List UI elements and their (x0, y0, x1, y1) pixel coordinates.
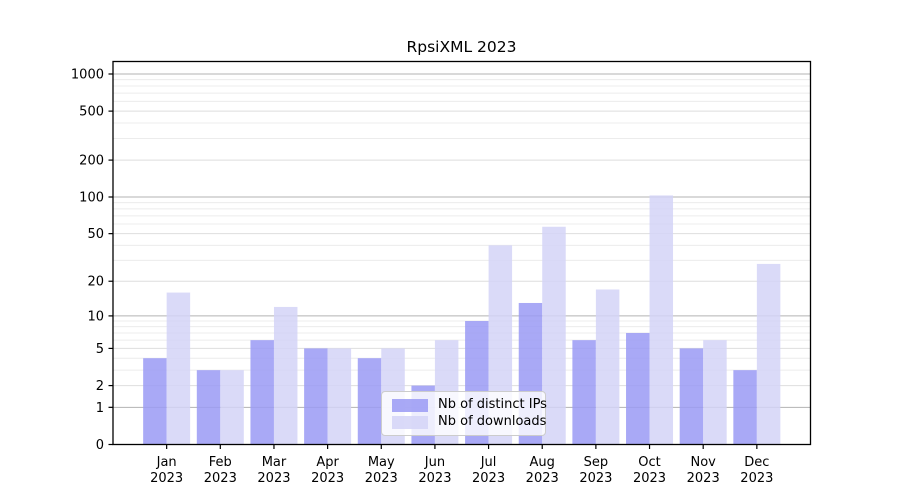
y-tick-label-0: 0 (96, 438, 104, 453)
bar-mar-2023-nb-of-distinct-ips (250, 340, 274, 445)
bar-nov-2023-nb-of-distinct-ips (679, 348, 704, 445)
legend: Nb of distinct IPs Nb of downloads (381, 391, 547, 436)
y-tick-label-50: 50 (87, 227, 104, 242)
y-tick-label-1: 1 (96, 401, 104, 416)
bar-jan-2023-nb-of-downloads (166, 292, 191, 445)
y-tick-label-2: 2 (96, 379, 104, 394)
y-tick-label-20: 20 (87, 275, 104, 290)
x-tick-label-mar-2023: Mar 2023 (257, 455, 290, 486)
bar-nov-2023-nb-of-downloads (703, 340, 727, 445)
x-tick-label-feb-2023: Feb 2023 (204, 455, 237, 486)
x-tick-label-jun-2023: Jun 2023 (418, 455, 451, 486)
x-tick-label-jan-2023: Jan 2023 (150, 455, 183, 486)
x-tick-label-may-2023: May 2023 (365, 455, 398, 486)
bar-oct-2023-nb-of-distinct-ips (626, 332, 650, 445)
chart-title: RpsiXML 2023 (407, 38, 517, 56)
legend-label-distinct-ips: Nb of distinct IPs (438, 397, 547, 412)
bar-dec-2023-nb-of-distinct-ips (733, 370, 757, 445)
legend-swatch-distinct-ips (392, 398, 428, 412)
legend-label-downloads: Nb of downloads (438, 414, 547, 429)
y-tick-label-5: 5 (96, 342, 104, 357)
bar-may-2023-nb-of-distinct-ips (357, 358, 382, 445)
bar-mar-2023-nb-of-downloads (273, 306, 298, 445)
x-tick-label-apr-2023: Apr 2023 (311, 455, 344, 486)
legend-swatch-downloads (392, 415, 428, 429)
y-tick-label-500: 500 (79, 105, 104, 120)
x-tick-label-dec-2023: Dec 2023 (740, 455, 773, 486)
y-tick-label-10: 10 (87, 309, 104, 324)
y-tick-label-100: 100 (79, 191, 104, 206)
bar-apr-2023-nb-of-distinct-ips (304, 348, 328, 445)
bar-dec-2023-nb-of-downloads (756, 263, 781, 445)
x-tick-label-oct-2023: Oct 2023 (633, 455, 666, 486)
x-tick-label-aug-2023: Aug 2023 (526, 455, 559, 486)
bar-sep-2023-nb-of-distinct-ips (572, 340, 596, 445)
x-tick-label-jul-2023: Jul 2023 (472, 455, 505, 486)
axes: 0 1 2 5 10 20 50 100 200 500 1000 Jan 2023 Feb 2023 Mar… (71, 60, 812, 486)
bar-sep-2023-nb-of-downloads (595, 289, 620, 445)
y-tick-label-1000: 1000 (71, 68, 104, 83)
bar-feb-2023-nb-of-downloads (220, 370, 244, 445)
bar-jan-2023-nb-of-distinct-ips (143, 358, 167, 445)
plot-border (112, 60, 812, 446)
y-tick-label-200: 200 (79, 154, 104, 169)
bar-oct-2023-nb-of-downloads (649, 195, 674, 445)
legend-row-downloads: Nb of downloads (392, 414, 546, 430)
x-tick-label-nov-2023: Nov 2023 (687, 455, 720, 486)
bar-apr-2023-nb-of-downloads (327, 348, 352, 445)
x-tick-label-sep-2023: Sep 2023 (579, 455, 612, 486)
bar-aug-2023-nb-of-downloads (542, 226, 566, 445)
legend-row-distinct-ips: Nb of distinct IPs (392, 397, 547, 413)
bar-feb-2023-nb-of-distinct-ips (196, 370, 221, 445)
